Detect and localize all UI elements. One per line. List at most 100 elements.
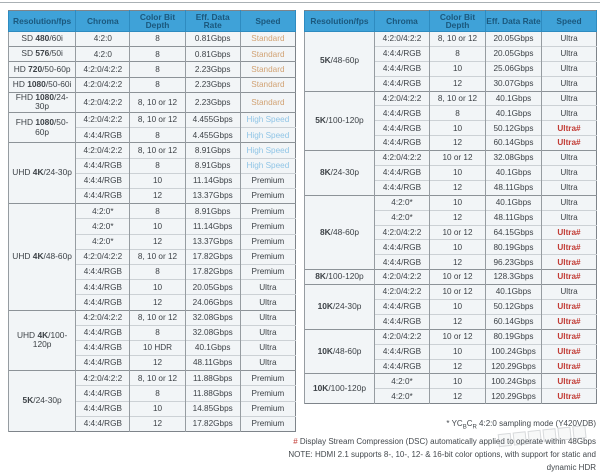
table-row: 4:4:4/RGB 12 120.29Gbps Ultra# (305, 358, 597, 374)
bit-depth-cell: 10 (129, 400, 186, 417)
data-rate-cell: 100.24Gbps (485, 373, 542, 389)
chroma-cell: 4:2:0/4:2:2 (374, 31, 430, 47)
table-row: 4:4:4/RGB 8 40.1Gbps Ultra (305, 105, 597, 121)
chroma-cell: 4:4:4/RGB (374, 313, 430, 330)
top-divider (0, 2, 600, 3)
resolution-cell: 5K/48-60p (304, 31, 375, 92)
speed-cell: Standard (239, 76, 296, 93)
bit-depth-cell: 12 (429, 388, 486, 404)
data-rate-cell: 32.08Gbps (184, 309, 241, 326)
speed-cell: Ultra (239, 294, 296, 310)
speed-cell: Ultra# (541, 358, 597, 374)
bit-depth-cell: 8 (129, 127, 186, 143)
speed-cell: Ultra (541, 165, 597, 181)
chroma-cell: 4:4:4/RGB (75, 127, 130, 143)
bit-depth-cell: 8 (129, 30, 186, 47)
column-header: Speed (239, 10, 297, 32)
speed-cell: Ultra (541, 31, 597, 47)
bit-depth-cell: 10 or 12 (429, 269, 486, 285)
speed-cell: Ultra (541, 179, 597, 196)
table-row: 4:4:4/RGB 12 60.14Gbps Ultra# (305, 313, 597, 330)
resolution-cell: 10K/100-120p (304, 373, 375, 404)
table-row: 5K/100-120p 4:2:0/4:2:2 8, 10 or 12 40.1Gbp… (304, 90, 597, 151)
chroma-cell: 4:4:4/RGB (75, 263, 130, 280)
speed-cell: Ultra# (541, 254, 597, 270)
table-row: 4:2:0* 12 13.37Gbps Premium (9, 233, 296, 250)
speed-cell: Premium (239, 400, 296, 417)
bit-depth-cell: 12 (429, 313, 486, 330)
bit-depth-cell: 12 (129, 415, 186, 432)
resolution-cell: UHD 4K/24-30p (7, 142, 76, 204)
bit-depth-cell: 8, 10 or 12 (429, 31, 486, 47)
table-row: 4:4:4/RGB 12 17.82Gbps Premium (9, 415, 296, 432)
bit-depth-cell: 12 (429, 358, 486, 374)
chroma-cell: 4:4:4/RGB (374, 358, 430, 374)
resolution-cell: 5K/100-120p (304, 90, 375, 151)
bit-depth-cell: 10 (429, 165, 486, 181)
speed-cell: Standard (239, 91, 296, 113)
table-row: 4:4:4/RGB 8 4.455Gbps High Speed (9, 127, 296, 143)
bit-depth-cell: 12 (429, 135, 486, 151)
hdmi-data-rate-table-right: Resolution/fps Chroma Color Bit Depth Eff. … (304, 10, 597, 405)
chroma-cell: 4:4:4/RGB (374, 254, 430, 270)
speed-cell: Premium (239, 370, 296, 386)
table-row: UHD 4K/48-60p 4:2:0* 8 8.91Gbps Premium (7, 203, 296, 310)
speed-cell: High Speed (239, 112, 296, 128)
table-row: 10K/48-60p 4:2:0/4:2:2 10 or 12 80.19Gbps Ul… (304, 328, 597, 374)
column-header: Chroma (75, 10, 131, 32)
data-rate-cell: 8.91Gbps (184, 203, 241, 219)
chroma-cell: 4:4:4/RGB (374, 179, 430, 196)
table-row: 4:2:0/4:2:2 10 or 12 64.15Gbps Ultra# (305, 224, 597, 240)
speed-cell: Premium (239, 187, 296, 204)
bit-depth-cell: 10 HDR (129, 339, 186, 356)
speed-cell: Ultra# (541, 269, 597, 285)
data-rate-cell: 48.11Gbps (184, 355, 241, 371)
data-rate-cell: 30.07Gbps (485, 75, 542, 92)
table-row: 4:4:4/RGB 8 32.08Gbps Ultra (9, 324, 296, 341)
data-rate-cell: 13.37Gbps (184, 187, 241, 204)
bit-depth-cell: 12 (429, 179, 486, 196)
table-row: 4:4:4/RGB 10 40.1Gbps Ultra (305, 165, 597, 181)
speed-cell: Ultra (541, 284, 597, 300)
bit-depth-cell: 10 (429, 299, 486, 315)
bit-depth-cell: 10 or 12 (429, 150, 486, 166)
chroma-cell: 4:4:4/RGB (374, 75, 430, 92)
table-row: 8K/100-120p 4:2:0/4:2:2 10 or 12 128.3Gbps U… (304, 269, 597, 285)
chroma-cell: 4:4:4/RGB (75, 172, 130, 189)
bit-depth-cell: 10 (429, 373, 486, 389)
column-header: Chroma (374, 10, 430, 32)
data-rate-cell: 120.29Gbps (485, 388, 542, 404)
resolution-cell: SD 576/50i (7, 46, 76, 62)
resolution-cell: 10K/24-30p (304, 284, 375, 330)
data-rate-cell: 96.23Gbps (485, 254, 542, 270)
resolution-cell: UHD 4K/100-120p (7, 309, 76, 371)
table-row: 8K/24-30p 4:2:0/4:2:2 10 or 12 32.08Gbps Ult… (304, 150, 597, 196)
speed-cell: Ultra (239, 355, 296, 371)
speed-cell: Premium (239, 248, 296, 265)
bit-depth-cell: 12 (129, 355, 186, 371)
chroma-cell: 4:4:4/RGB (75, 157, 130, 174)
speed-cell: Ultra (541, 60, 597, 77)
bit-depth-cell: 12 (129, 233, 186, 250)
data-rate-cell: 40.1Gbps (485, 165, 542, 181)
resolution-cell: 8K/24-30p (304, 150, 375, 196)
resolution-cell: FHD 1080/50-60p (7, 112, 76, 143)
chroma-cell: 4:4:4/RGB (75, 324, 130, 341)
chroma-cell: 4:2:0* (75, 233, 130, 250)
speed-cell: Ultra# (541, 343, 597, 360)
chroma-cell: 4:2:0/4:2:2 (75, 370, 130, 386)
table-row: 10K/24-30p 4:2:0/4:2:2 10 or 12 40.1Gbps Ult… (304, 284, 597, 330)
table-row: 4:4:4/RGB 8 11.88Gbps Premium (9, 385, 296, 402)
speed-cell: Premium (239, 233, 296, 250)
chroma-cell: 4:4:4/RGB (374, 165, 430, 181)
data-rate-cell: 11.14Gbps (184, 172, 241, 189)
chroma-cell: 4:2:0* (75, 203, 130, 219)
table-row: 4:4:4/RGB 12 13.37Gbps Premium (9, 187, 296, 204)
chroma-cell: 4:2:0/4:2:2 (374, 150, 430, 166)
table-row: 4:2:0* 12 120.29Gbps Ultra# (305, 388, 597, 404)
speed-cell: Ultra# (541, 373, 597, 389)
data-rate-cell: 11.88Gbps (184, 385, 241, 402)
bit-depth-cell: 8, 10 or 12 (129, 370, 186, 386)
bit-depth-cell: 10 (129, 218, 186, 235)
table-row: HD 1080/50-60i 4:2:0/4:2:2 8 2.23Gbps Standa… (7, 76, 296, 93)
